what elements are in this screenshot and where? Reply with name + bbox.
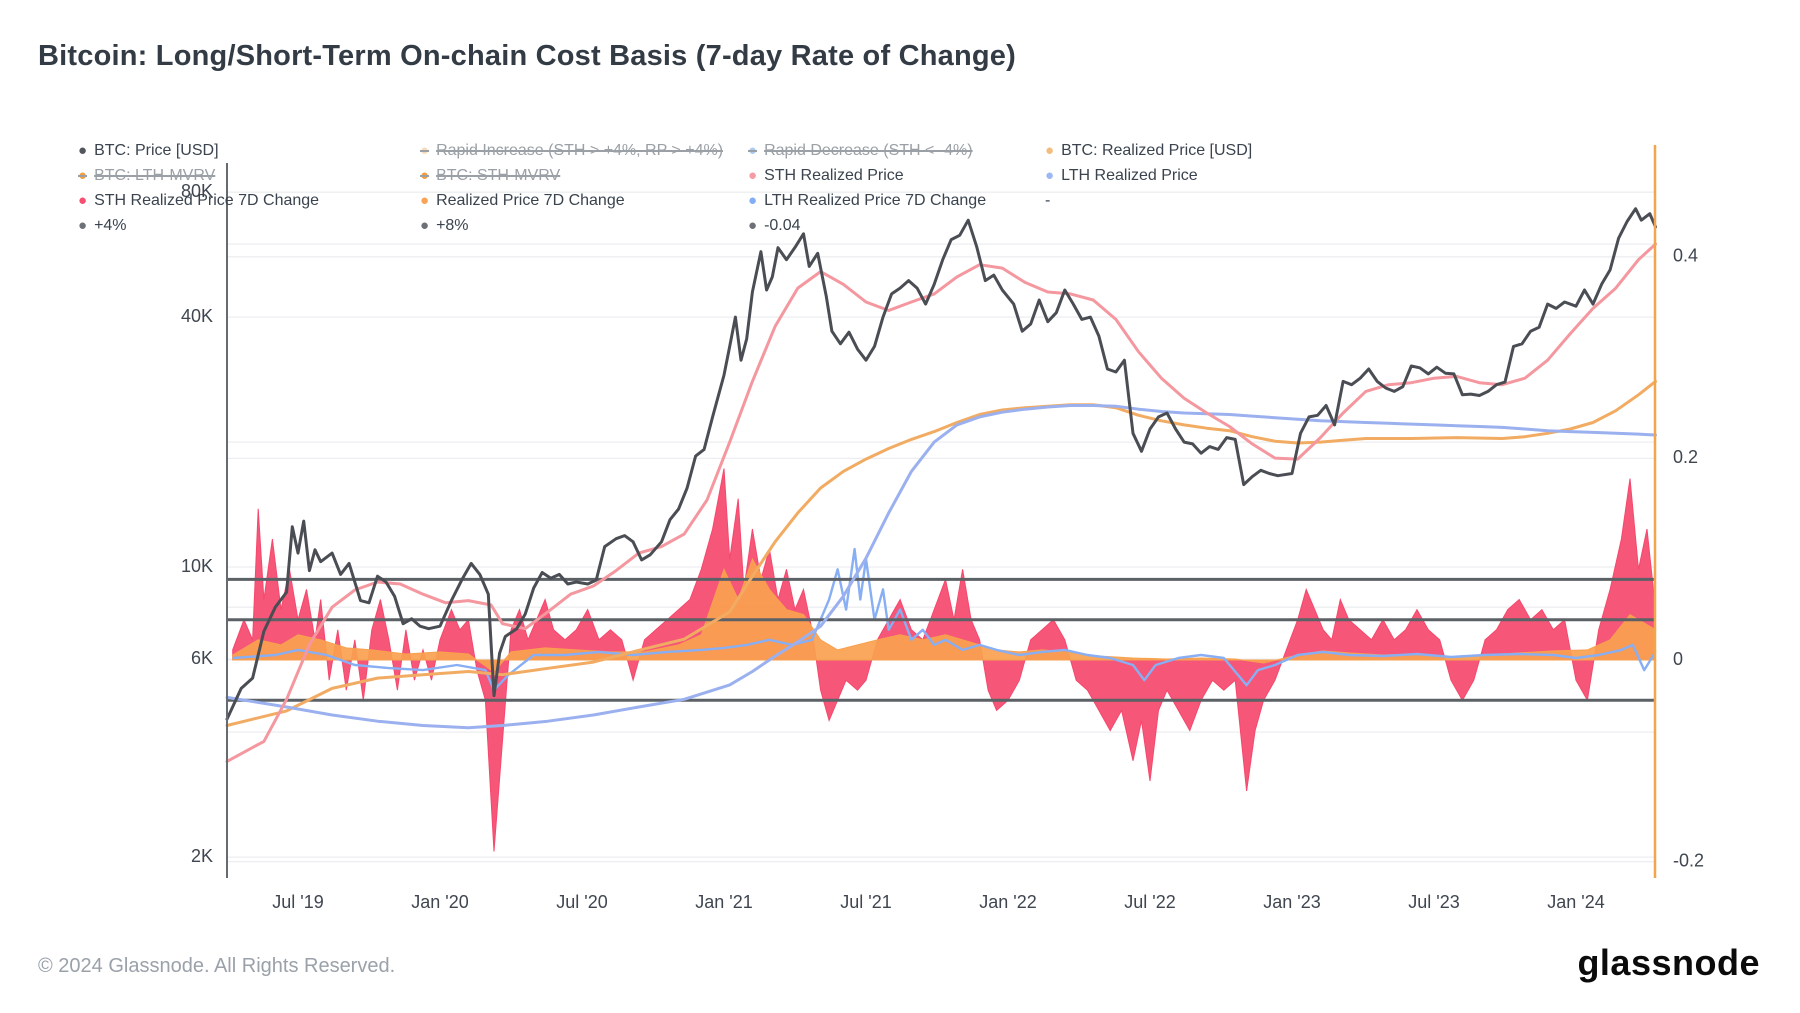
y-axis-tick-right: -0.2 bbox=[1673, 850, 1704, 870]
legend-item-label: BTC: STH-MVRV bbox=[436, 167, 561, 184]
legend-item-8[interactable]: ● +8% bbox=[420, 216, 469, 235]
legend-item-label: BTC: Price [USD] bbox=[94, 142, 219, 159]
legend-item-lth-realized-price-7d-change[interactable]: ● LTH Realized Price 7D Change bbox=[748, 191, 986, 210]
x-axis-tick: Jul '22 bbox=[1124, 892, 1175, 912]
series-sth-realized-price bbox=[225, 242, 1657, 763]
legend-item-sth-realized-price-7d-change[interactable]: ● STH Realized Price 7D Change bbox=[78, 191, 319, 210]
legend-item-btc-lth-mvrv[interactable]: ● BTC: LTH-MVRV bbox=[78, 166, 215, 185]
right-axis-ticks: 0.4 0.2 0 -0.2 bbox=[1673, 246, 1704, 871]
x-axis-tick: Jan '22 bbox=[979, 892, 1036, 912]
legend-item-label: -0.04 bbox=[764, 217, 801, 234]
x-axis-ticks: Jul '19 Jan '20 Jul '20 Jan '21 Jul '21 Jan '… bbox=[272, 892, 1604, 912]
y-axis-tick-right: 0.2 bbox=[1673, 447, 1698, 467]
threshold-lines bbox=[227, 577, 1655, 702]
legend-item-label: +8% bbox=[436, 217, 469, 234]
copyright-text: © 2024 Glassnode. All Rights Reserved. bbox=[38, 955, 396, 977]
legend-item-label: LTH Realized Price 7D Change bbox=[764, 192, 987, 209]
x-axis-tick: Jan '20 bbox=[411, 892, 468, 912]
legend-dot: ● bbox=[420, 217, 430, 234]
legend-dot: ● bbox=[748, 192, 758, 209]
left-axis-ticks: 80K 40K 10K 6K 2K bbox=[181, 181, 213, 866]
x-axis-tick: Jul '20 bbox=[556, 892, 607, 912]
legend-item-label: - bbox=[1045, 192, 1051, 209]
y-axis-tick-right: 0 bbox=[1673, 649, 1683, 669]
legend-item-lth-realized-price[interactable]: ● LTH Realized Price bbox=[1045, 166, 1198, 185]
legend-item-label: BTC: LTH-MVRV bbox=[94, 167, 216, 184]
legend-item-label: Rapid Decrease (STH < -4%) bbox=[764, 142, 973, 159]
legend-dot: ● bbox=[748, 142, 758, 159]
series-btc-realized-price-usd bbox=[225, 379, 1657, 727]
grid-lines bbox=[227, 191, 1655, 863]
legend-dot: ● bbox=[78, 142, 88, 159]
legend-item-btc-price-usd[interactable]: ● BTC: Price [USD] bbox=[78, 141, 219, 160]
legend-item-label: Realized Price 7D Change bbox=[436, 192, 625, 209]
x-axis-tick: Jan '23 bbox=[1263, 892, 1320, 912]
legend-dot: ● bbox=[78, 192, 88, 209]
legend-dot: ● bbox=[748, 217, 758, 234]
legend-dot: ● bbox=[748, 167, 758, 184]
legend-item-0-04[interactable]: ● -0.04 bbox=[748, 216, 801, 235]
legend-item-label: BTC: Realized Price [USD] bbox=[1061, 142, 1253, 159]
x-axis-tick: Jan '21 bbox=[695, 892, 752, 912]
legend-item-label: +4% bbox=[94, 217, 127, 234]
legend-item-4[interactable]: ● +4% bbox=[78, 216, 127, 235]
legend-dot: ● bbox=[1045, 167, 1055, 184]
legend-item-btc-realized-price-usd[interactable]: ● BTC: Realized Price [USD] bbox=[1045, 141, 1252, 160]
legend-item-label: STH Realized Price bbox=[764, 167, 904, 184]
legend: ● BTC: Price [USD] ● Rapid Increase (STH > … bbox=[0, 0, 1800, 250]
legend-dot: ● bbox=[420, 142, 430, 159]
legend-item-label: LTH Realized Price bbox=[1061, 167, 1198, 184]
x-axis-tick: Jul '23 bbox=[1408, 892, 1459, 912]
legend-dot: ● bbox=[420, 192, 430, 209]
y-axis-tick-left: 10K bbox=[181, 556, 213, 576]
series-lth-realized-price-7d-change bbox=[232, 547, 1657, 692]
y-axis-tick-left: 40K bbox=[181, 306, 213, 326]
legend-dot: ● bbox=[78, 217, 88, 234]
legend-item-[interactable]: - bbox=[1045, 191, 1050, 210]
legend-dot: ● bbox=[420, 167, 430, 184]
page-title: Bitcoin: Long/Short-Term On-chain Cost B… bbox=[38, 40, 1016, 72]
legend-item-btc-sth-mvrv[interactable]: ● BTC: STH-MVRV bbox=[420, 166, 560, 185]
series-btc-price-usd bbox=[225, 207, 1657, 721]
legend-item-label: STH Realized Price 7D Change bbox=[94, 192, 320, 209]
legend-item-rapid-decrease-sth-4[interactable]: ● Rapid Decrease (STH < -4%) bbox=[748, 141, 973, 160]
x-axis-tick: Jul '21 bbox=[840, 892, 891, 912]
y-axis-tick-left: 6K bbox=[191, 648, 213, 668]
legend-item-sth-realized-price[interactable]: ● STH Realized Price bbox=[748, 166, 904, 185]
legend-item-realized-price-7d-change[interactable]: ● Realized Price 7D Change bbox=[420, 191, 625, 210]
y-axis-tick-left: 80K bbox=[181, 181, 213, 201]
x-axis-tick: Jul '19 bbox=[272, 892, 323, 912]
legend-item-rapid-increase-sth-4-rp-4[interactable]: ● Rapid Increase (STH > +4%, RP > +4%) bbox=[420, 141, 723, 160]
x-axis-tick: Jan '24 bbox=[1547, 892, 1604, 912]
legend-dot: ● bbox=[1045, 142, 1055, 159]
legend-item-label: Rapid Increase (STH > +4%, RP > +4%) bbox=[436, 142, 724, 159]
glassnode-logo: glassnode bbox=[1577, 942, 1760, 983]
y-axis-tick-right: 0.4 bbox=[1673, 246, 1698, 266]
y-axis-tick-left: 2K bbox=[191, 846, 213, 866]
series-lth-realized-price bbox=[225, 404, 1657, 730]
legend-dot: ● bbox=[78, 167, 88, 184]
